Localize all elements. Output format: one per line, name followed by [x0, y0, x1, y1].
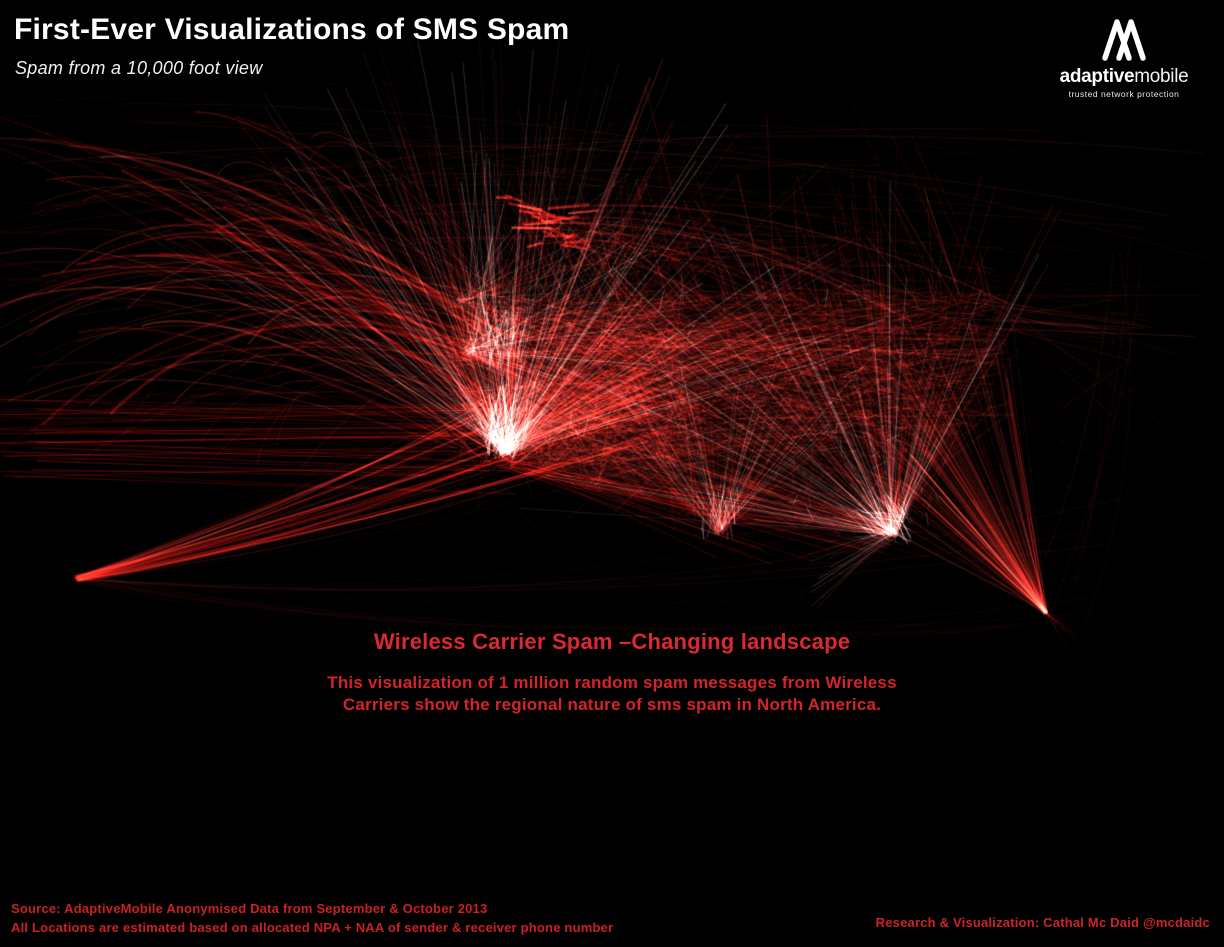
page-title: First-Ever Visualizations of SMS Spam — [14, 13, 570, 46]
adaptivemobile-logo-icon — [1102, 19, 1146, 61]
logo-wordmark-bold: adaptive — [1059, 66, 1135, 87]
viz-caption-line2: Carriers show the regional nature of sms… — [342, 694, 882, 714]
viz-caption-line1: This visualization of 1 million random s… — [327, 673, 897, 692]
credit-line: Research & Visualization: Cathal Mc Daid… — [875, 915, 1210, 930]
viz-caption-body: This visualization of 1 million random s… — [0, 672, 1224, 715]
viz-caption-heading: Wireless Carrier Spam –Changing landscap… — [373, 629, 851, 654]
logo-tagline: trusted network protection — [1068, 89, 1180, 99]
source-note: Source: AdaptiveMobile Anonymised Data f… — [11, 900, 613, 937]
logo-wordmark-light: mobile — [1134, 66, 1189, 87]
source-line2: All Locations are estimated based on all… — [11, 919, 614, 935]
source-line1: Source: AdaptiveMobile Anonymised Data f… — [11, 901, 488, 916]
logo-wordmark: adaptivemobile — [1044, 67, 1204, 87]
page-subtitle: Spam from a 10,000 foot view — [15, 58, 263, 78]
adaptivemobile-logo: adaptivemobile trusted network protectio… — [1044, 12, 1204, 99]
